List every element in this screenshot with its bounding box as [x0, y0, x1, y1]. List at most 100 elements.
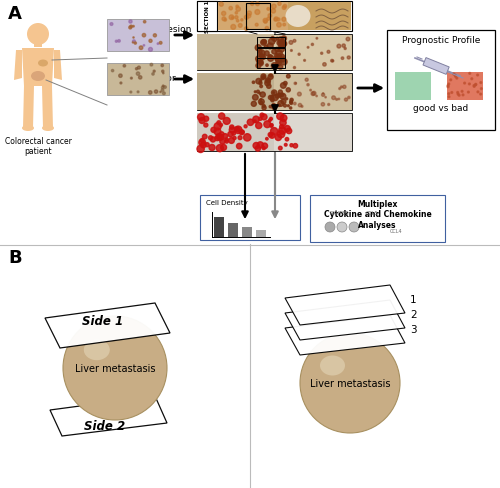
Bar	[197, 114, 274, 152]
Circle shape	[262, 106, 266, 111]
Circle shape	[263, 20, 268, 23]
Circle shape	[304, 61, 306, 62]
Circle shape	[129, 27, 132, 30]
Circle shape	[320, 53, 323, 55]
Circle shape	[160, 42, 162, 45]
Circle shape	[284, 126, 290, 132]
Circle shape	[216, 145, 224, 152]
Circle shape	[154, 35, 156, 38]
Circle shape	[199, 140, 205, 146]
Circle shape	[468, 84, 470, 86]
Circle shape	[277, 19, 280, 22]
Circle shape	[268, 56, 272, 59]
Circle shape	[260, 114, 264, 118]
Circle shape	[260, 62, 263, 66]
Circle shape	[270, 75, 272, 78]
Circle shape	[348, 97, 350, 100]
Circle shape	[160, 92, 161, 93]
Circle shape	[251, 102, 256, 107]
Circle shape	[284, 82, 287, 86]
Circle shape	[278, 94, 281, 98]
Circle shape	[261, 77, 264, 81]
Circle shape	[298, 104, 302, 107]
Text: SECTION 1: SECTION 1	[204, 1, 210, 33]
Circle shape	[282, 37, 286, 42]
Circle shape	[256, 79, 262, 85]
Circle shape	[134, 43, 136, 45]
Circle shape	[270, 133, 275, 139]
Circle shape	[198, 114, 204, 122]
Ellipse shape	[286, 6, 310, 28]
Circle shape	[224, 20, 226, 22]
Bar	[34, 34, 42, 48]
Circle shape	[336, 99, 338, 101]
Circle shape	[205, 143, 209, 147]
Circle shape	[290, 99, 293, 102]
Circle shape	[222, 134, 228, 139]
Circle shape	[231, 25, 235, 30]
Circle shape	[344, 99, 348, 102]
Circle shape	[341, 58, 344, 61]
Circle shape	[261, 75, 266, 80]
Circle shape	[338, 88, 340, 90]
Circle shape	[307, 84, 309, 87]
Circle shape	[257, 142, 264, 149]
Circle shape	[272, 104, 276, 107]
Circle shape	[280, 94, 282, 97]
Circle shape	[270, 128, 278, 135]
Circle shape	[290, 50, 292, 52]
Text: 2: 2	[410, 309, 416, 319]
Circle shape	[270, 124, 273, 127]
Circle shape	[469, 73, 470, 75]
Circle shape	[266, 65, 268, 67]
Circle shape	[260, 93, 266, 98]
Circle shape	[282, 18, 286, 22]
Circle shape	[321, 103, 324, 107]
Circle shape	[255, 146, 260, 152]
Circle shape	[209, 145, 215, 151]
Circle shape	[142, 34, 146, 38]
Circle shape	[229, 7, 232, 11]
Circle shape	[258, 100, 264, 105]
Circle shape	[260, 58, 264, 61]
Circle shape	[258, 118, 262, 121]
Circle shape	[301, 106, 303, 108]
Circle shape	[271, 38, 274, 41]
Circle shape	[130, 26, 132, 29]
Circle shape	[275, 48, 280, 53]
Circle shape	[278, 127, 286, 135]
Circle shape	[266, 138, 268, 141]
Circle shape	[278, 55, 282, 59]
Polygon shape	[285, 301, 405, 340]
Circle shape	[265, 27, 268, 31]
Text: Prognostic Profile: Prognostic Profile	[402, 36, 480, 45]
Circle shape	[448, 84, 450, 86]
Circle shape	[344, 48, 346, 50]
Circle shape	[130, 92, 132, 94]
Bar	[197, 114, 352, 152]
Circle shape	[210, 138, 216, 143]
Circle shape	[458, 95, 460, 97]
Circle shape	[236, 144, 242, 149]
Circle shape	[475, 85, 476, 86]
Circle shape	[281, 60, 287, 66]
Circle shape	[230, 126, 234, 130]
Circle shape	[247, 12, 252, 16]
Text: RANTES: RANTES	[330, 210, 349, 216]
Circle shape	[256, 123, 262, 129]
Circle shape	[152, 74, 154, 76]
Circle shape	[204, 124, 208, 128]
Circle shape	[262, 41, 266, 45]
Circle shape	[228, 132, 233, 138]
Circle shape	[477, 92, 479, 94]
Circle shape	[200, 143, 206, 148]
Circle shape	[328, 104, 330, 106]
Circle shape	[110, 23, 113, 26]
Circle shape	[280, 41, 286, 48]
Circle shape	[235, 127, 238, 130]
Ellipse shape	[84, 340, 110, 361]
Circle shape	[290, 108, 292, 110]
Circle shape	[244, 134, 251, 142]
Circle shape	[307, 47, 309, 49]
Circle shape	[230, 127, 235, 134]
